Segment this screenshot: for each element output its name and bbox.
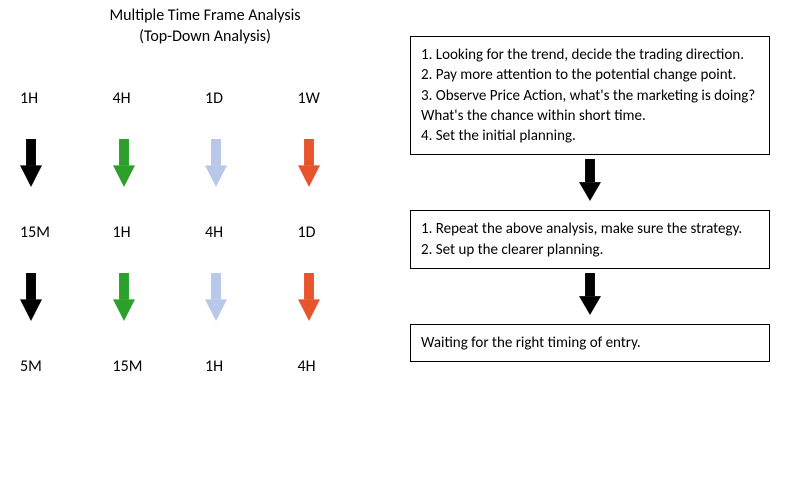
step-line: 1. Looking for the trend, decide the tra… [421,45,759,65]
timeframe-panel: Multiple Time Frame Analysis (Top-Down A… [20,6,390,382]
tf-label: 1H [20,84,113,114]
title-line2: (Top-Down Analysis) [20,27,390,48]
arrow-down-icon [113,139,135,192]
tf-arrow-cell [298,114,391,218]
tf-label: 1H [205,352,298,382]
step-line: 1. Repeat the above analysis, make sure … [421,219,759,239]
arrow-down-icon [20,139,42,192]
title-line1: Multiple Time Frame Analysis [20,6,390,27]
arrow-down-icon [579,159,601,206]
step-line: 4. Set the initial planning. [421,126,759,146]
tf-arrow-cell [298,248,391,352]
tf-label: 4H [298,352,391,382]
arrow-down-icon [298,273,320,326]
step-line: Waiting for the right timing of entry. [421,333,759,353]
tf-label: 4H [205,218,298,248]
tf-label: 1W [298,84,391,114]
tf-label: 4H [113,84,206,114]
step-line: 3. Observe Price Action, what's the mark… [421,86,759,127]
step-box-3: Waiting for the right timing of entry. [410,324,770,362]
tf-arrow-cell [20,114,113,218]
title-block: Multiple Time Frame Analysis (Top-Down A… [20,6,390,48]
tf-label: 15M [113,352,206,382]
flow-arrow-wrap [410,159,770,206]
step-line: 2. Set up the clearer planning. [421,240,759,260]
step-line: 2. Pay more attention to the potential c… [421,65,759,85]
tf-label: 15M [20,218,113,248]
arrow-down-icon [205,139,227,192]
arrow-down-icon [579,273,601,320]
tf-label: 1H [113,218,206,248]
arrow-down-icon [298,139,320,192]
step-box-2: 1. Repeat the above analysis, make sure … [410,210,770,269]
arrow-down-icon [205,273,227,326]
step-box-1: 1. Looking for the trend, decide the tra… [410,36,770,155]
tf-label: 1D [205,84,298,114]
tf-arrow-cell [113,248,206,352]
arrow-down-icon [20,273,42,326]
tf-arrow-cell [20,248,113,352]
flow-arrow-wrap [410,273,770,320]
tf-arrow-cell [113,114,206,218]
tf-label: 5M [20,352,113,382]
steps-panel: 1. Looking for the trend, decide the tra… [410,36,770,362]
arrow-down-icon [113,273,135,326]
timeframe-grid: 1H 4H 1D 1W 15M 1H 4H 1D [20,84,390,382]
tf-arrow-cell [205,248,298,352]
tf-arrow-cell [205,114,298,218]
tf-label: 1D [298,218,391,248]
